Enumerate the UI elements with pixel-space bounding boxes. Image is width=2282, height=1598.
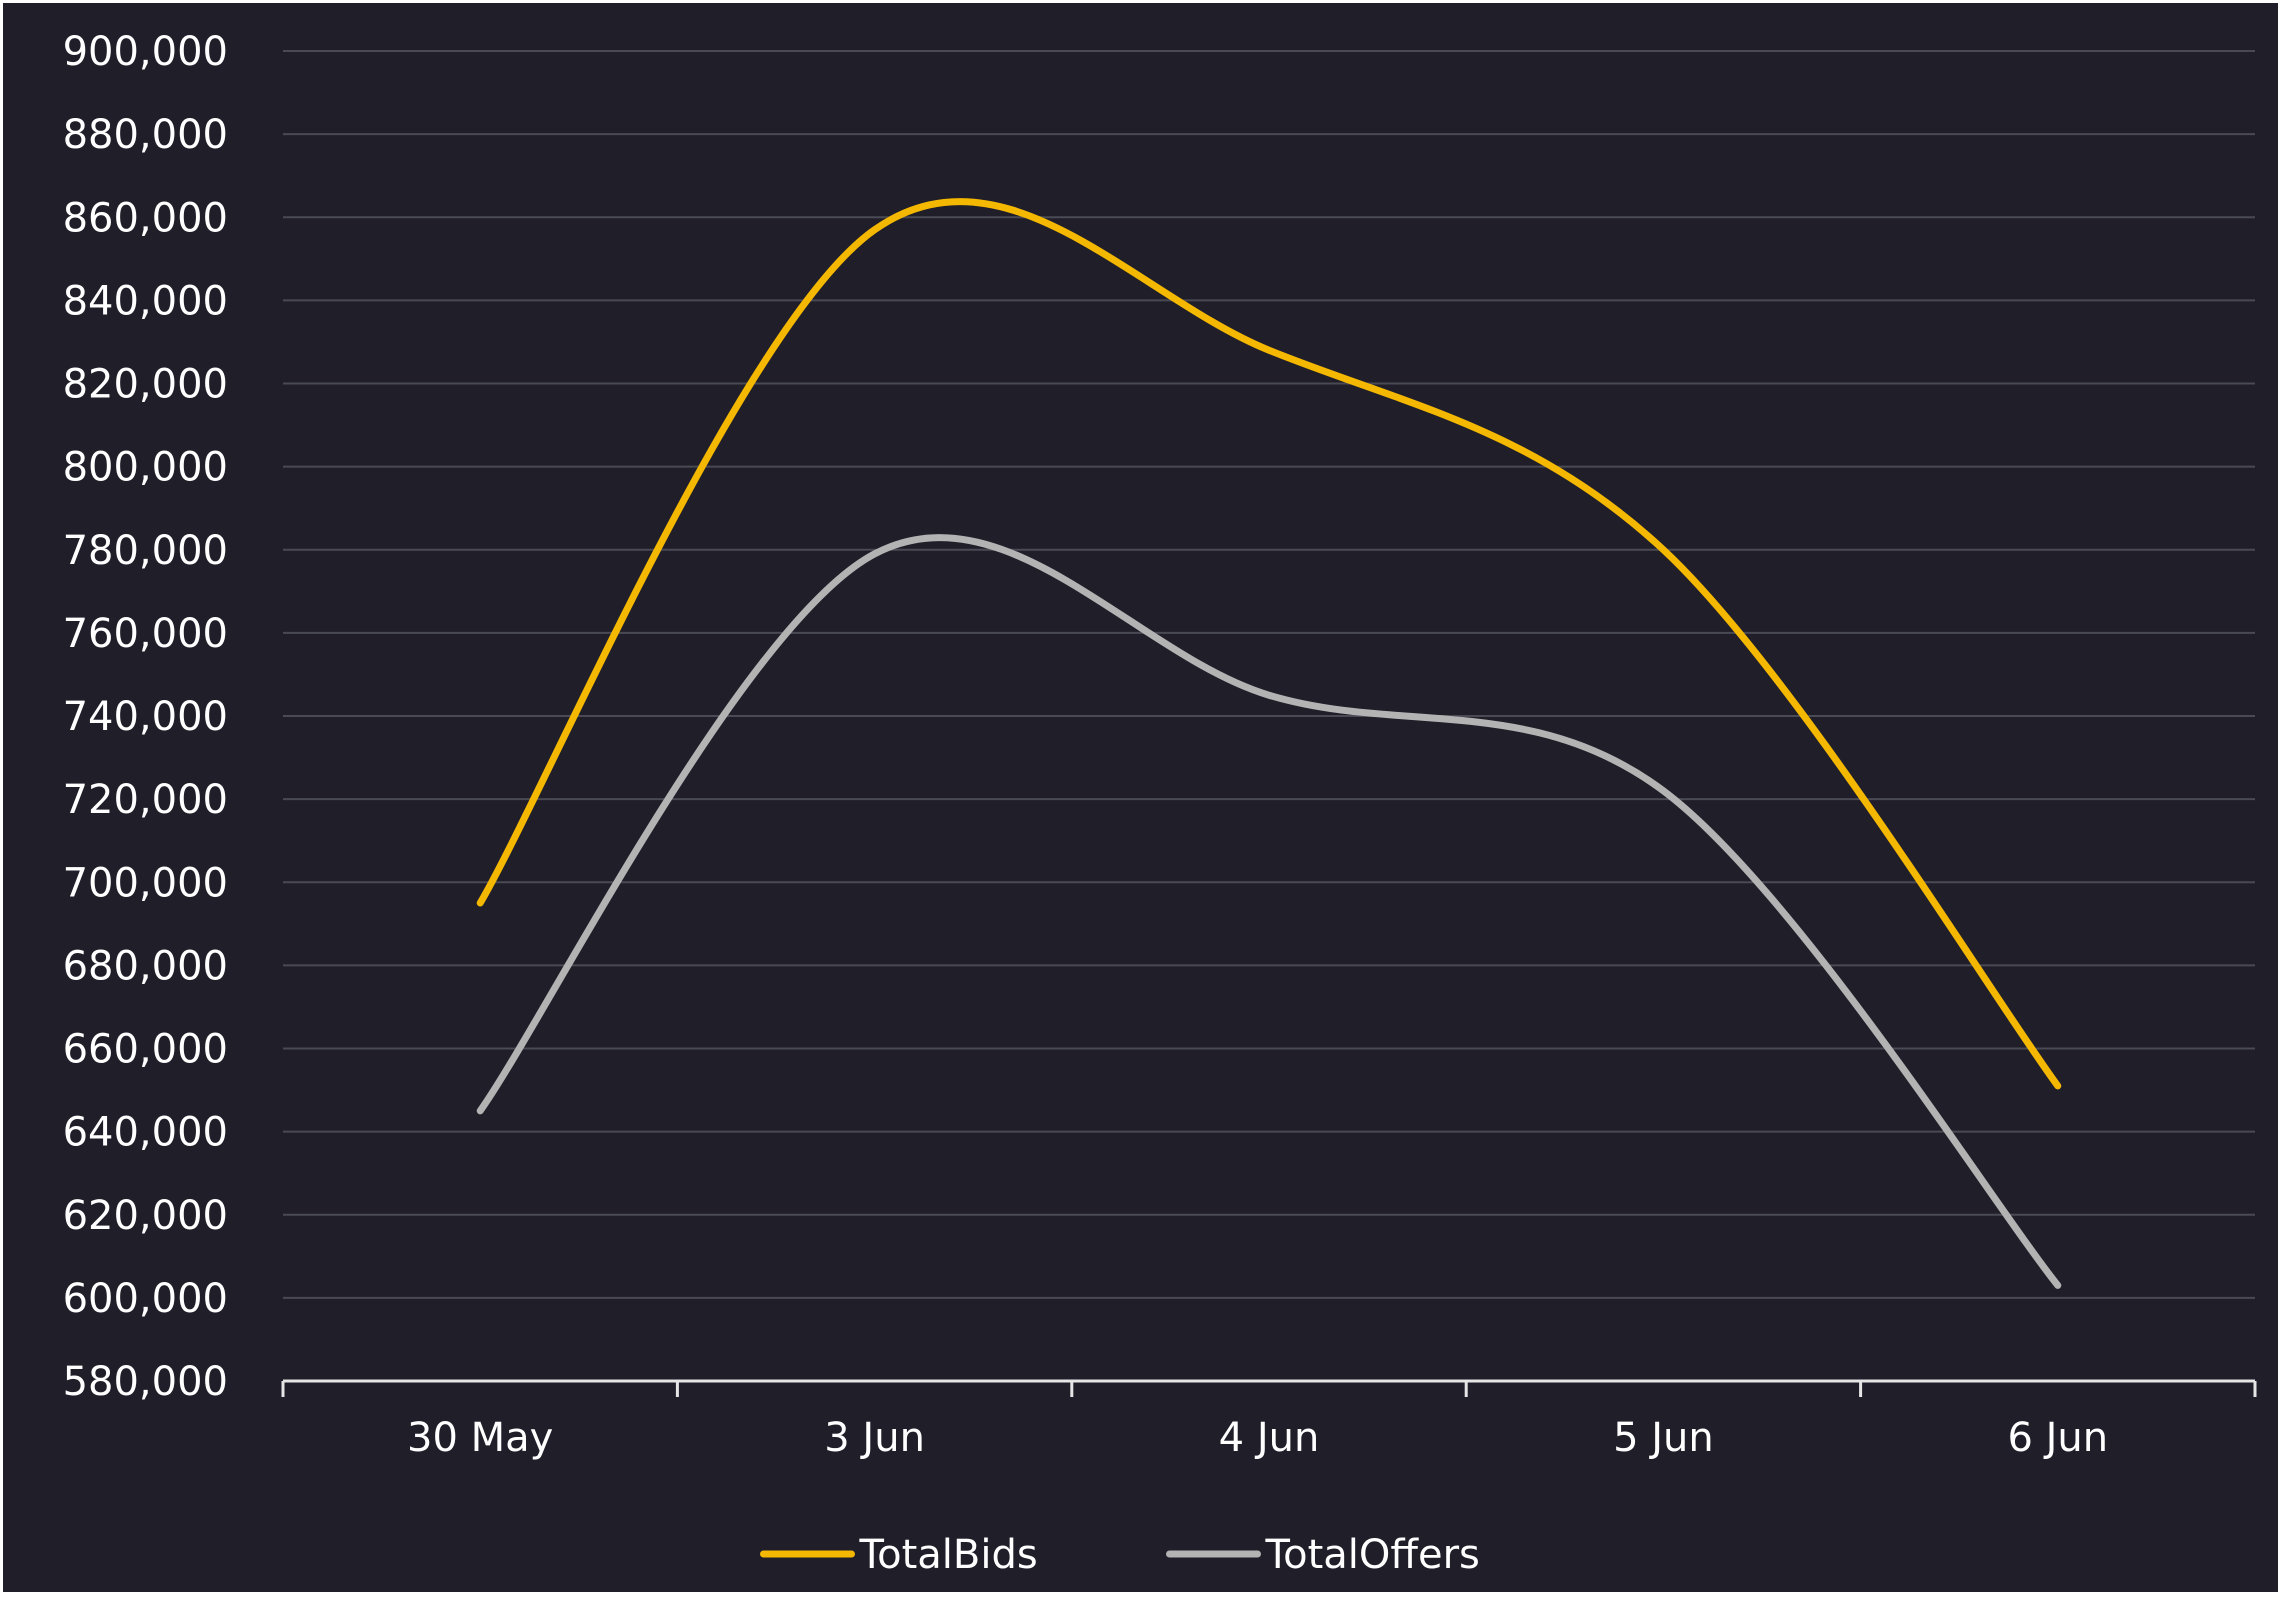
y-tick-label: 680,000 — [63, 943, 228, 989]
y-tick-label: 800,000 — [63, 445, 228, 491]
y-tick-label: 700,000 — [63, 860, 228, 906]
chart-frame: 580,000 600,000 620,000 640,000 660,000 680,0… — [3, 3, 2278, 1592]
y-tick-label: 620,000 — [63, 1193, 228, 1239]
legend: TotalBids TotalOffers — [760, 1532, 1480, 1578]
series-line-totalbids — [476, 198, 2062, 1090]
series-lines — [476, 198, 2062, 1289]
y-tick-label: 860,000 — [63, 195, 228, 241]
y-tick-label: 760,000 — [63, 611, 228, 657]
y-tick-label: 740,000 — [63, 694, 228, 740]
x-tick-label: 6 Jun — [2007, 1415, 2108, 1461]
y-tick-label: 820,000 — [63, 362, 228, 408]
series-line-totaloffers — [476, 534, 2062, 1289]
y-tick-label: 600,000 — [63, 1276, 228, 1322]
y-tick-label: 780,000 — [63, 528, 228, 574]
y-tick-label: 580,000 — [63, 1359, 228, 1405]
line-chart: 580,000 600,000 620,000 640,000 660,000 680,0… — [63, 29, 2257, 1578]
x-tick-label: 3 Jun — [824, 1415, 925, 1461]
y-tick-label: 840,000 — [63, 278, 228, 324]
x-tick-label: 30 May — [407, 1415, 553, 1461]
x-axis: 30 May 3 Jun 4 Jun 5 Jun 6 Jun — [281, 1379, 2257, 1461]
y-tick-label: 880,000 — [63, 112, 228, 158]
y-tick-label: 720,000 — [63, 777, 228, 823]
grid-lines — [283, 50, 2255, 1299]
legend-label-totaloffers: TotalOffers — [1265, 1532, 1480, 1578]
legend-label-totalbids: TotalBids — [859, 1532, 1038, 1578]
y-tick-label: 660,000 — [63, 1027, 228, 1073]
y-tick-label: 900,000 — [63, 29, 228, 75]
x-tick-label: 5 Jun — [1613, 1415, 1714, 1461]
y-tick-label: 640,000 — [63, 1110, 228, 1156]
x-tick-label: 4 Jun — [1219, 1415, 1320, 1461]
y-axis: 580,000 600,000 620,000 640,000 660,000 680,0… — [63, 29, 228, 1405]
